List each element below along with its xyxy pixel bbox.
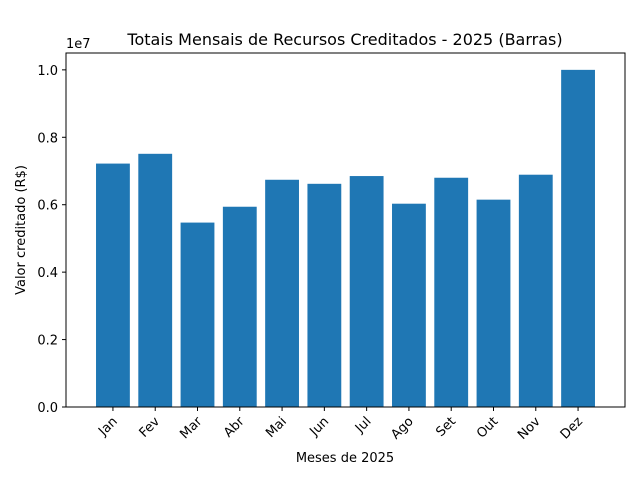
x-tick-label: Fev xyxy=(137,414,164,441)
bars-group xyxy=(96,69,595,407)
x-tick-label: Mai xyxy=(263,414,290,441)
x-tick-label: Jun xyxy=(307,414,333,440)
y-tick-label: 0.4 xyxy=(37,266,58,281)
y-tick-label: 0.0 xyxy=(37,401,58,416)
y-tick-label: 0.8 xyxy=(37,131,58,146)
x-tick-label: Ago xyxy=(388,414,416,442)
bar-nov xyxy=(518,174,553,407)
chart-title: Totais Mensais de Recursos Creditados - … xyxy=(126,30,562,49)
x-ticks-group: Jan Fev Mar Abr Mai Jun Jul Ago Set Out Nov Dez xyxy=(95,407,586,443)
x-tick-label: Jul xyxy=(352,414,374,436)
bar-jan xyxy=(96,163,130,407)
x-axis-label: Meses de 2025 xyxy=(296,451,394,466)
bar-mai xyxy=(265,179,299,407)
x-tick-label: Set xyxy=(433,414,459,440)
bar-set xyxy=(434,177,469,407)
y-tick-label: 0.6 xyxy=(37,199,58,214)
bar-dez xyxy=(561,69,595,407)
y-ticks-group: 0.0 0.2 0.4 0.6 0.8 1.0 xyxy=(37,64,66,416)
y-offset-label: 1e7 xyxy=(66,37,91,52)
bar-fev xyxy=(138,153,173,407)
y-axis-label: Valor creditado (R$) xyxy=(14,165,29,295)
y-tick-label: 1.0 xyxy=(37,64,58,79)
x-tick-label: Dez xyxy=(558,414,586,442)
x-tick-label: Out xyxy=(474,414,501,441)
bar-ago xyxy=(392,203,426,407)
bar-mar xyxy=(180,222,215,407)
x-tick-label: Abr xyxy=(221,414,248,441)
bar-jun xyxy=(307,183,342,407)
bar-out xyxy=(476,199,511,407)
plot-frame xyxy=(65,52,626,408)
x-tick-label: Nov xyxy=(515,414,544,443)
bar-jul xyxy=(349,176,384,407)
y-tick-label: 0.2 xyxy=(37,334,58,349)
x-tick-label: Mar xyxy=(177,414,205,442)
x-tick-label: Jan xyxy=(95,414,120,439)
bar-abr xyxy=(222,206,257,407)
